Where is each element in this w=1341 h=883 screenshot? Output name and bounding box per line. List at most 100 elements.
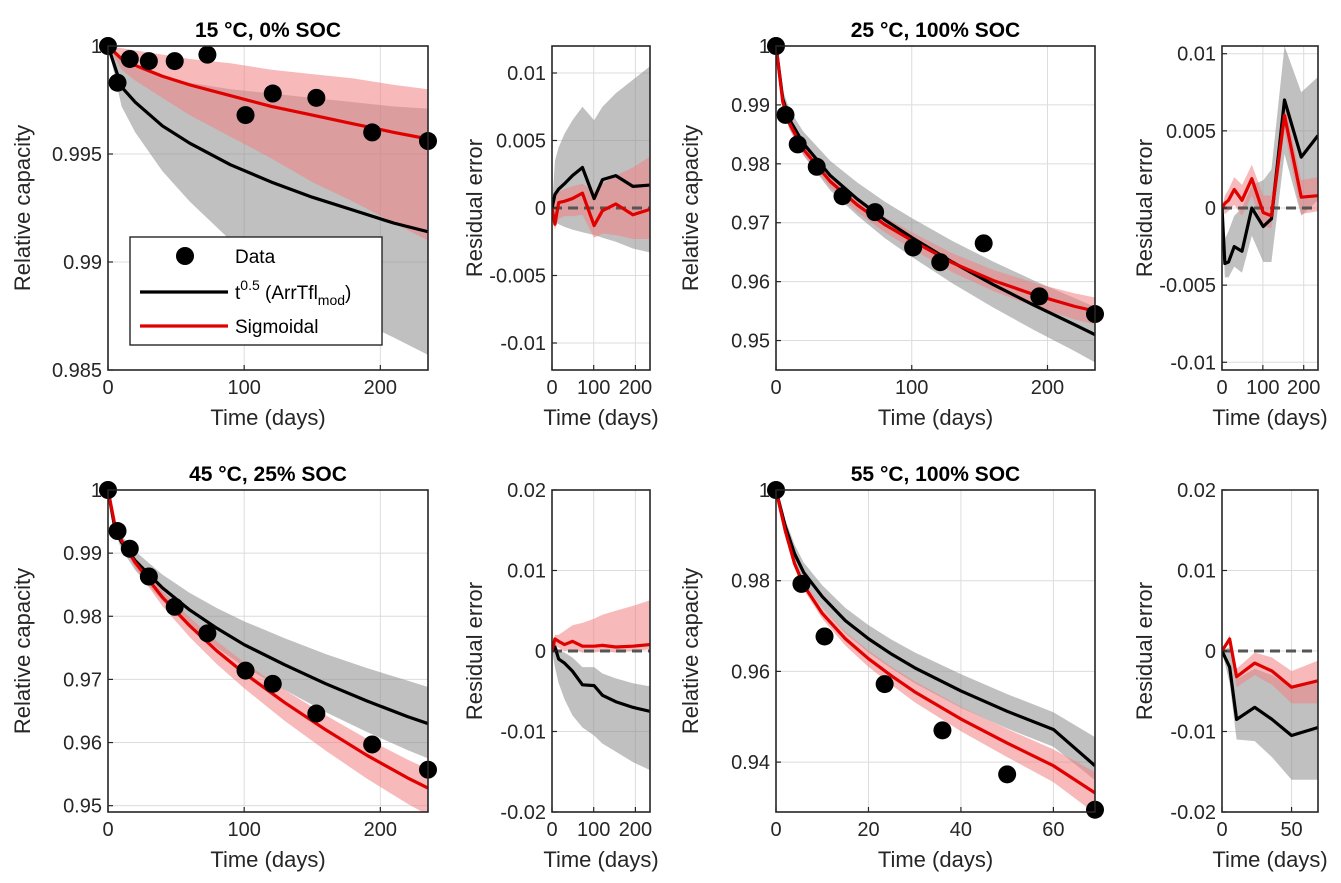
y-tick-label: 0.96 (63, 733, 102, 755)
y-axis-label: Residual error (1132, 582, 1157, 720)
legend-data-marker (176, 247, 194, 265)
data-point (904, 238, 923, 257)
data-point (788, 135, 807, 154)
x-axis-label: Time (days) (878, 405, 993, 430)
data-point (998, 765, 1017, 784)
y-tick-label: 0.01 (1177, 44, 1216, 66)
y-tick-label: 0.985 (52, 360, 102, 382)
axes-frame (107, 489, 429, 813)
axes-frame (107, 45, 429, 371)
y-axis-label: Residual error (462, 582, 487, 720)
y-tick-label: 0 (1205, 198, 1216, 220)
x-tick-label: 200 (619, 377, 652, 399)
data-point (875, 675, 894, 694)
y-tick-label: -0.005 (1159, 275, 1216, 297)
data-point (198, 45, 217, 64)
y-tick-label: 0.96 (731, 661, 770, 683)
y-tick-label: -0.01 (1170, 352, 1216, 374)
y-axis-label: Relative capacity (678, 125, 703, 291)
x-tick-label: 100 (1246, 377, 1279, 399)
y-tick-label: -0.01 (500, 722, 546, 744)
y-tick-label: 0.98 (731, 154, 770, 176)
chart-title: 25 °C, 100% SOC (851, 19, 1020, 42)
y-tick-label: 0.97 (63, 669, 102, 691)
data-point (165, 597, 184, 616)
x-tick-label: 100 (227, 377, 260, 399)
y-tick-label: -0.02 (500, 802, 546, 824)
data-point (807, 157, 826, 176)
y-tick-label: 0.02 (507, 480, 546, 502)
y-tick-label: 0.95 (63, 796, 102, 818)
x-axis-label: Time (days) (543, 405, 658, 430)
data-point (776, 105, 795, 124)
chart-panel-2: 0 100 200 0.95 0.96 0.97 0.98 0.99 1 Time (days) R… (678, 19, 1104, 430)
sigmoid-series-line (552, 191, 650, 228)
chart-panel-3: 0 100 200 -0.01 -0.005 0 0.005 0.01 Time (days) R… (1132, 44, 1328, 430)
data-point (165, 52, 184, 71)
x-axis-label: Time (days) (878, 847, 993, 872)
data-point (931, 253, 950, 272)
x-axis-label: Time (days) (1212, 405, 1327, 430)
x-tick-label: 200 (1287, 377, 1320, 399)
sigmoid-confidence-band (552, 156, 650, 240)
data-point (120, 49, 139, 68)
x-tick-label: 200 (619, 819, 652, 841)
t05-series-line (108, 46, 428, 234)
y-axis-label: Relative capacity (10, 568, 35, 734)
data-point (1030, 287, 1049, 306)
data-point (198, 624, 217, 643)
x-axis-label: Time (days) (1212, 847, 1327, 872)
data-point (108, 522, 127, 541)
legend-label-sigmoid: Sigmoidal (235, 317, 318, 338)
y-tick-label: 0.005 (496, 131, 546, 153)
t05-series-line (1222, 98, 1318, 266)
data-point (307, 704, 326, 723)
x-tick-label: 200 (364, 819, 397, 841)
legend-label-data: Data (235, 247, 276, 268)
data-point (139, 567, 158, 586)
y-tick-label: 0.98 (731, 571, 770, 593)
t05-confidence-band (776, 490, 1095, 781)
y-tick-label: 1 (91, 480, 102, 502)
chart-panel-0: 0 100 200 0.985 0.99 0.995 1 Time (days) Relativ… (10, 19, 437, 430)
y-tick-label: 0.94 (731, 752, 770, 774)
x-tick-label: 40 (950, 819, 972, 841)
sigmoid-confidence-band (776, 490, 1095, 812)
y-tick-label: -0.01 (1170, 722, 1216, 744)
x-tick-label: 60 (1042, 819, 1064, 841)
y-tick-label: 1 (759, 36, 770, 58)
y-tick-label: 0 (535, 198, 546, 220)
x-axis-label: Time (days) (543, 847, 658, 872)
y-tick-label: 0 (1205, 641, 1216, 663)
data-point (236, 106, 255, 125)
x-tick-label: 0 (546, 819, 557, 841)
sigmoid-confidence-band (108, 46, 428, 241)
data-point (866, 203, 885, 222)
x-tick-label: 200 (364, 377, 397, 399)
y-tick-label: 0.01 (507, 63, 546, 85)
y-tick-label: 0.02 (1177, 480, 1216, 502)
data-point (307, 88, 326, 107)
y-tick-label: 0.96 (731, 272, 770, 294)
x-axis-label: Time (days) (210, 405, 325, 430)
data-point (120, 539, 139, 558)
sigmoid-series-line (108, 490, 428, 790)
y-tick-label: -0.01 (500, 333, 546, 355)
data-point (236, 661, 255, 680)
y-tick-label: 0.97 (731, 213, 770, 235)
x-tick-label: 0 (102, 819, 113, 841)
y-axis-label: Relative capacity (10, 125, 35, 291)
y-tick-label: 0.01 (1177, 561, 1216, 583)
y-axis-label: Relative capacity (678, 568, 703, 734)
t05-series-line (552, 165, 650, 209)
chart-title: 55 °C, 100% SOC (851, 463, 1020, 486)
t05-series-line (776, 490, 1095, 767)
x-tick-label: 200 (1031, 377, 1064, 399)
y-tick-label: 0.01 (507, 561, 546, 583)
sigmoid-series-line (552, 637, 650, 652)
sigmoid-confidence-band (1222, 103, 1318, 229)
data-point (792, 574, 811, 593)
chart-panel-7: 0 50 -0.02 -0.01 0 0.01 0.02 Time (days) Residua… (1132, 480, 1328, 872)
x-tick-label: 0 (1216, 377, 1227, 399)
